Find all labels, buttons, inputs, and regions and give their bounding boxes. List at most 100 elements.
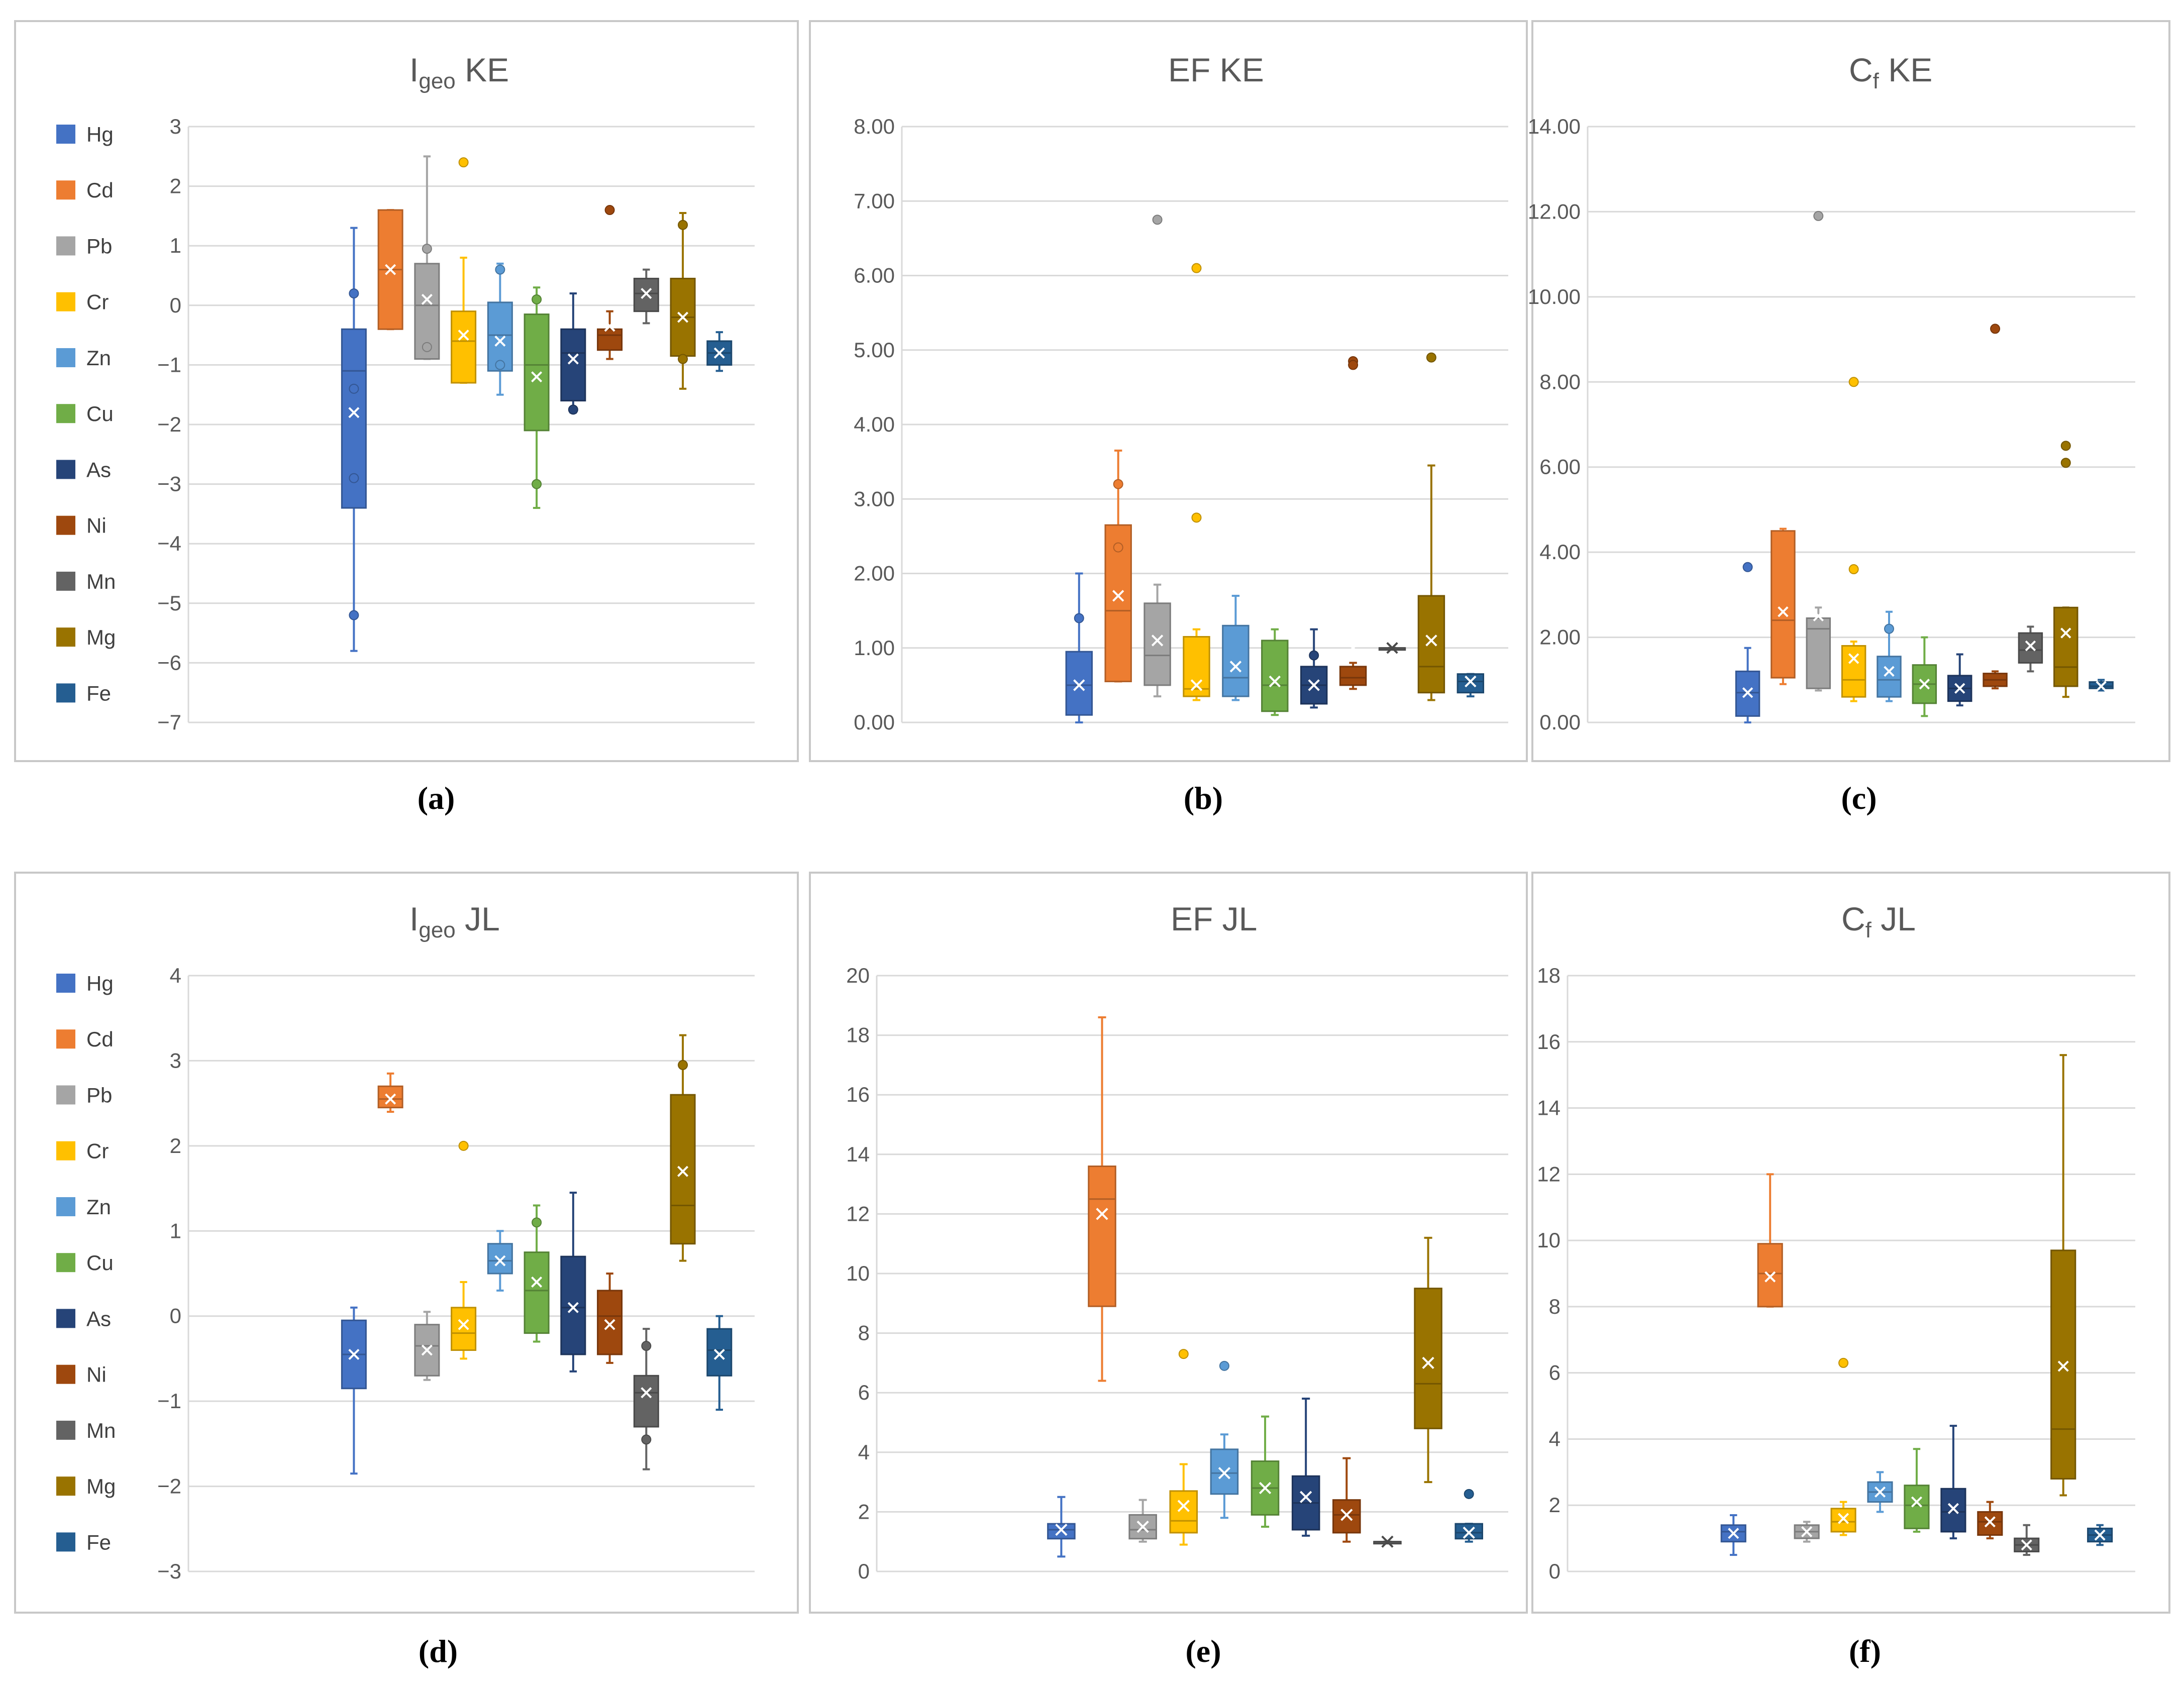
mean-marker	[1190, 679, 1203, 691]
legend-label-cd: Cd	[86, 178, 114, 202]
mean-marker	[1229, 661, 1242, 673]
mean-marker	[641, 1387, 652, 1399]
box-iqr	[1806, 617, 1831, 689]
box-iqr	[1417, 595, 1445, 694]
box-mg	[670, 1034, 696, 1262]
outlier-point	[458, 157, 469, 168]
box-iqr	[487, 1243, 513, 1275]
box-iqr	[1222, 624, 1250, 697]
panel-f: 18 16 14 12 10 8 6 4 2 0 Cf JL (f)	[1531, 872, 2170, 1669]
box-iqr	[633, 277, 659, 312]
box-cr	[1183, 263, 1210, 701]
box-iqr	[377, 1085, 403, 1109]
box-mn	[2018, 625, 2043, 673]
legend-swatch-fe	[56, 683, 75, 703]
mean-marker	[421, 293, 433, 305]
mean-marker	[458, 1319, 469, 1330]
legend-label-cu: Cu	[86, 402, 114, 426]
box-iqr	[597, 1290, 623, 1355]
legend-swatch-hg	[56, 125, 75, 144]
y-tick-label: 2.00	[854, 562, 895, 585]
box-iqr	[2053, 606, 2078, 687]
mean-marker	[1112, 590, 1124, 602]
y-tick-label: 12.00	[1528, 199, 1581, 223]
box-iqr	[1414, 1288, 1442, 1429]
box-hg	[341, 1306, 367, 1475]
box-hg	[1047, 1496, 1076, 1558]
y-tick-label: 8.00	[1539, 370, 1581, 393]
box-iqr	[1339, 666, 1367, 686]
legend-swatch-cd	[56, 180, 75, 200]
y-tick-label: 4	[170, 964, 181, 987]
legend-swatch-cr	[56, 292, 75, 311]
outlier-point	[678, 220, 688, 230]
outlier-point	[495, 360, 505, 370]
y-tick-label: 8	[1549, 1295, 1561, 1318]
box-pb	[414, 155, 440, 360]
legend-label-pb: Pb	[86, 1083, 112, 1107]
mean-marker	[1151, 635, 1164, 647]
outlier-point	[678, 1060, 688, 1070]
box-hg	[1065, 572, 1093, 723]
y-tick-label: −3	[157, 1559, 181, 1583]
legend-label-mn: Mn	[86, 570, 116, 593]
box-pb	[414, 1311, 440, 1381]
mean-marker	[641, 288, 652, 299]
legend-swatch-mn	[56, 571, 75, 591]
outlier-point	[1464, 1489, 1474, 1499]
panel-a: 3 2 1 0 −1 −2 −3 −4 −5 −6 −7 Igeo KE (a) Hg Cd Pb Cr Zn Cu…	[14, 20, 799, 816]
mean-marker	[1269, 675, 1281, 688]
box-zn	[1222, 594, 1250, 701]
mean-marker	[1884, 666, 1895, 677]
legend-swatch-cu	[56, 404, 75, 424]
panel-frame	[1531, 872, 2170, 1614]
mean-marker	[458, 330, 469, 341]
y-tick-label: 1	[170, 234, 181, 257]
y-tick-label: 6.00	[854, 264, 895, 287]
y-tick-label: 0	[858, 1559, 870, 1583]
box-iqr	[1977, 1511, 2003, 1536]
outlier-point	[532, 1217, 542, 1228]
mean-marker	[677, 311, 689, 323]
box-iqr	[1757, 1243, 1783, 1308]
y-tick-label: 2.00	[1539, 625, 1581, 649]
mean-marker	[1742, 687, 1753, 698]
outlier-point	[495, 264, 505, 275]
panel-c: 14.00 12.00 10.00 8.00 6.00 4.00 2.00 0.00 Cf KE…	[1528, 20, 2170, 816]
box-pb	[1143, 215, 1171, 698]
mean-marker	[1764, 1271, 1776, 1283]
box-iqr	[670, 1094, 696, 1245]
legend-swatch-as	[56, 460, 75, 479]
y-tick-label: −6	[157, 651, 181, 674]
box-mg	[1414, 1236, 1442, 1484]
mean-marker	[1386, 642, 1398, 654]
y-tick-label: 4.00	[1539, 540, 1581, 564]
legend-label-cr: Cr	[86, 1139, 109, 1163]
outlier-point	[604, 205, 615, 216]
y-tick-label: 1	[170, 1219, 181, 1242]
outlier-point	[1178, 1349, 1189, 1359]
outlier-point	[1113, 542, 1123, 553]
legend-swatch-mg	[56, 627, 75, 647]
box-cr	[1830, 1357, 1856, 1536]
box-iqr	[2018, 632, 2043, 664]
box-mn	[1373, 1535, 1402, 1548]
mean-marker	[1259, 1482, 1272, 1495]
legend-swatch-ni	[56, 1364, 75, 1384]
y-tick-label: 0.00	[1539, 710, 1581, 734]
y-tick-label: 14	[846, 1142, 870, 1166]
box-ni	[1977, 1501, 2003, 1540]
box-zn	[1210, 1360, 1239, 1519]
box-fe	[706, 1315, 733, 1411]
panel-title: EF JL	[1171, 900, 1257, 937]
box-iqr	[524, 313, 550, 432]
box-cr	[1169, 1349, 1198, 1546]
mean-marker	[385, 1093, 396, 1105]
outlier-point	[1348, 360, 1359, 370]
box-as	[1940, 1425, 1966, 1540]
box-as	[1947, 653, 1972, 707]
outlier-point	[349, 383, 359, 394]
mean-marker	[421, 1344, 433, 1356]
box-as	[1300, 628, 1328, 709]
